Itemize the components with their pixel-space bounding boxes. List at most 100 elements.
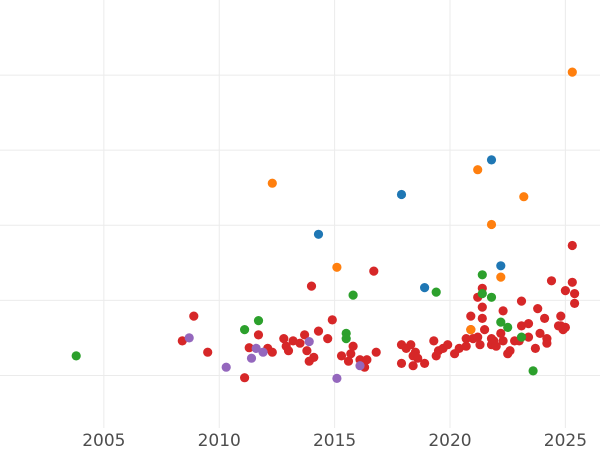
x-tick-label-2010: 2010 [198, 431, 241, 450]
point-red-89 [461, 334, 471, 344]
point-green-9 [486, 292, 497, 302]
point-red-52 [475, 340, 485, 350]
point-red-37 [413, 353, 423, 363]
point-red-33 [406, 340, 416, 350]
point-red-82 [567, 277, 577, 287]
point-red-85 [570, 298, 580, 308]
point-red-4 [253, 330, 264, 340]
point-orange-5 [332, 262, 342, 272]
point-green-6 [431, 287, 441, 297]
point-red-2 [203, 347, 213, 357]
point-red-83 [567, 240, 577, 251]
point-red-10 [283, 346, 294, 356]
point-red-66 [516, 321, 527, 331]
point-red-28 [369, 266, 379, 276]
x-tick-label-2020: 2020 [428, 431, 471, 450]
point-red-84 [570, 289, 580, 299]
point-blue-3 [496, 261, 506, 271]
point-purple-0 [184, 333, 194, 343]
point-red-72 [530, 343, 541, 353]
point-red-18 [306, 281, 317, 291]
point-red-1 [177, 336, 187, 346]
point-blue-4 [420, 283, 430, 293]
point-red-70 [533, 304, 543, 314]
point-red-73 [540, 313, 550, 323]
point-red-45 [454, 343, 464, 353]
point-red-17 [313, 326, 324, 336]
point-red-8 [279, 334, 289, 344]
point-red-27 [362, 355, 372, 365]
point-red-71 [535, 328, 545, 338]
point-purple-3 [251, 343, 261, 353]
point-red-12 [295, 338, 305, 348]
point-red-86 [556, 321, 566, 331]
point-green-8 [477, 289, 487, 299]
point-green-5 [341, 334, 351, 344]
data-points [71, 67, 580, 383]
point-red-68 [523, 319, 534, 329]
point-red-38 [420, 358, 430, 368]
x-tick-label-2015: 2015 [313, 431, 356, 450]
point-blue-0 [486, 155, 497, 165]
x-tick-label-2025: 2025 [544, 431, 587, 450]
point-red-63 [505, 346, 515, 356]
point-red-39 [429, 336, 439, 346]
point-purple-2 [246, 353, 257, 363]
x-axis-tick-labels: 2005 2010 2015 2020 2025 [82, 431, 587, 450]
point-red-24 [348, 341, 358, 351]
point-red-61 [498, 306, 508, 316]
point-red-67 [516, 296, 527, 306]
point-green-13 [528, 366, 538, 376]
point-red-69 [523, 332, 534, 342]
point-red-75 [542, 338, 552, 348]
point-orange-4 [486, 219, 497, 230]
point-green-3 [348, 290, 358, 300]
point-red-43 [443, 340, 453, 350]
point-red-81 [560, 286, 571, 296]
point-red-30 [396, 358, 407, 368]
point-blue-1 [396, 189, 407, 200]
point-red-60 [496, 328, 506, 338]
point-red-50 [473, 332, 483, 342]
point-blue-2 [313, 229, 324, 239]
point-green-12 [516, 332, 527, 342]
point-red-22 [343, 356, 354, 366]
point-red-55 [480, 325, 490, 335]
point-red-16 [309, 352, 319, 362]
point-red-59 [491, 341, 501, 351]
point-red-7 [267, 347, 277, 357]
point-red-19 [323, 334, 333, 344]
point-orange-2 [267, 178, 277, 188]
point-red-23 [346, 349, 356, 359]
point-red-78 [556, 311, 566, 321]
point-red-29 [371, 347, 381, 357]
point-red-88 [486, 334, 497, 344]
point-green-7 [477, 270, 487, 280]
point-purple-1 [221, 362, 231, 372]
point-green-0 [71, 351, 81, 361]
point-purple-7 [355, 361, 365, 371]
point-green-10 [496, 317, 506, 327]
point-orange-3 [519, 192, 529, 202]
point-red-36 [408, 361, 418, 371]
point-red-14 [302, 346, 312, 356]
point-purple-6 [332, 373, 342, 383]
point-red-46 [461, 341, 471, 351]
point-orange-6 [496, 272, 506, 282]
x-tick-label-2005: 2005 [82, 431, 125, 450]
point-red-13 [300, 330, 310, 340]
grid [0, 0, 600, 428]
point-red-3 [240, 373, 250, 383]
point-red-0 [189, 311, 199, 321]
point-orange-0 [567, 67, 577, 77]
point-red-21 [336, 351, 347, 361]
point-red-87 [498, 336, 508, 346]
point-red-47 [466, 311, 476, 321]
point-green-1 [253, 316, 264, 326]
point-orange-7 [466, 325, 476, 335]
point-red-76 [546, 276, 557, 286]
point-green-11 [503, 322, 513, 332]
point-purple-5 [304, 337, 314, 347]
point-red-5 [244, 343, 254, 353]
